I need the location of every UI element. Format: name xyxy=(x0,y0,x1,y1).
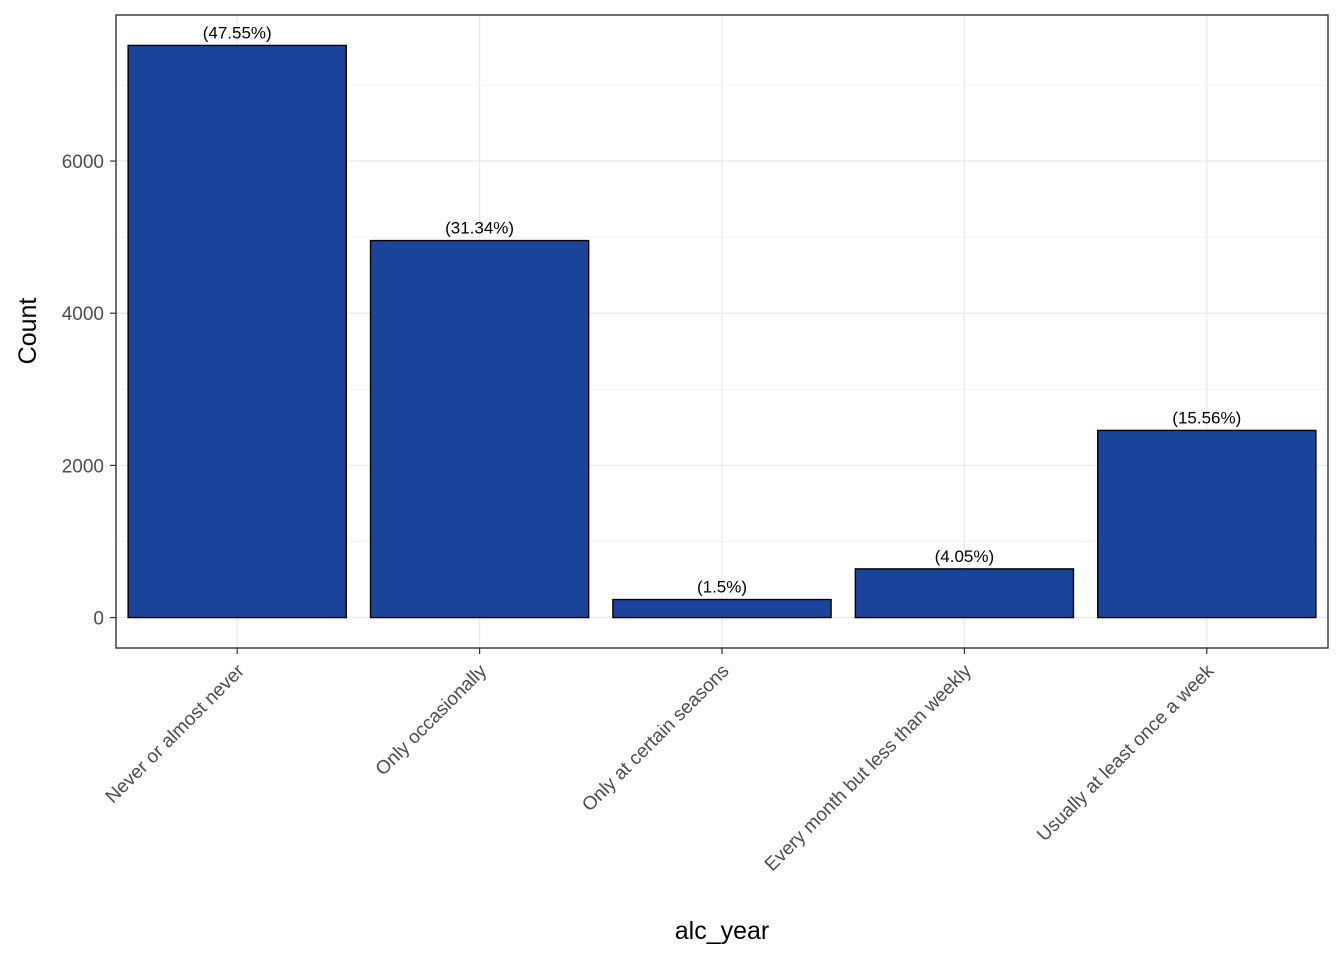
x-axis: Never or almost never Only occasionally On… xyxy=(102,648,1219,876)
data-label: (4.05%) xyxy=(935,547,995,566)
data-labels: (47.55%) (31.34%) (1.5%) (4.05%) (15.56%) xyxy=(203,23,1242,596)
bar xyxy=(612,598,832,619)
y-tick-label: 4000 xyxy=(62,304,104,325)
y-tick-label: 0 xyxy=(93,609,104,630)
y-tick-label: 2000 xyxy=(62,456,104,477)
bars xyxy=(127,44,1317,619)
x-tick-label: Only occasionally xyxy=(372,660,492,780)
x-axis-title: alc_year xyxy=(675,917,770,945)
data-label: (47.55%) xyxy=(203,23,272,42)
data-label: (15.56%) xyxy=(1172,408,1241,427)
x-tick-label: Never or almost never xyxy=(102,660,249,807)
bar xyxy=(1097,429,1317,619)
data-label: (1.5%) xyxy=(697,578,747,597)
x-tick-label: Usually at least once a week xyxy=(1033,660,1218,845)
y-axis-title: Count xyxy=(14,298,42,365)
bar xyxy=(127,44,347,619)
y-tick-label: 6000 xyxy=(62,152,104,173)
x-tick-label: Every month but less than weekly xyxy=(761,660,976,875)
bar xyxy=(854,568,1075,619)
bar xyxy=(369,239,590,619)
y-axis: 0 2000 4000 6000 xyxy=(62,152,116,630)
x-tick-label: Only at certain seasons xyxy=(578,661,733,816)
data-label: (31.34%) xyxy=(445,219,514,238)
